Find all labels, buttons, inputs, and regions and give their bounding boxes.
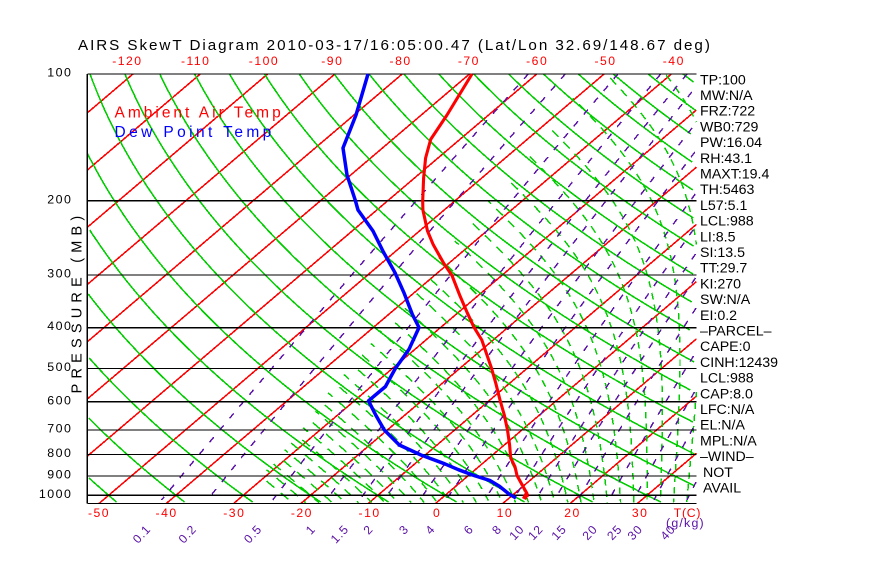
svg-text:10: 10 — [497, 506, 514, 520]
svg-text:RH:43.1: RH:43.1 — [700, 151, 752, 167]
svg-text:-20: -20 — [291, 506, 313, 520]
svg-text:MAXT:19.4: MAXT:19.4 — [700, 167, 770, 183]
svg-text:PW:16.04: PW:16.04 — [700, 135, 762, 151]
svg-text:1000: 1000 — [39, 487, 73, 501]
svg-text:-50: -50 — [594, 54, 616, 68]
svg-text:30: 30 — [632, 506, 649, 520]
svg-text:-40: -40 — [663, 54, 685, 68]
svg-text:SW:N/A: SW:N/A — [700, 292, 751, 308]
svg-text:EI:0.2: EI:0.2 — [700, 308, 737, 324]
svg-text:L57:5.1: L57:5.1 — [700, 198, 747, 214]
svg-text:Dew Point Temp: Dew Point Temp — [115, 124, 275, 141]
svg-text:-80: -80 — [390, 54, 412, 68]
svg-text:-40: -40 — [156, 506, 178, 520]
svg-text:600: 600 — [47, 393, 72, 407]
svg-text:AVAIL: AVAIL — [703, 481, 741, 497]
svg-text:0: 0 — [433, 506, 441, 520]
svg-text:T(C): T(C) — [674, 506, 702, 520]
svg-text:PRESSURE (MB): PRESSURE (MB) — [70, 211, 86, 394]
svg-text:MW:N/A: MW:N/A — [700, 88, 753, 104]
svg-text:400: 400 — [47, 319, 72, 333]
svg-text:-110: -110 — [181, 54, 211, 68]
svg-text:Ambient Air Temp: Ambient Air Temp — [115, 105, 284, 122]
svg-text:WB0:729: WB0:729 — [700, 119, 758, 135]
svg-text:800: 800 — [47, 446, 72, 460]
svg-text:-30: -30 — [223, 506, 245, 520]
svg-text:900: 900 — [47, 468, 72, 482]
svg-text:CAP:8.0: CAP:8.0 — [700, 386, 753, 402]
svg-text:700: 700 — [47, 422, 72, 436]
svg-text:(g/kg): (g/kg) — [666, 516, 705, 530]
svg-text:-70: -70 — [458, 54, 480, 68]
svg-text:EL:N/A: EL:N/A — [700, 418, 745, 434]
svg-text:LI:8.5: LI:8.5 — [700, 229, 736, 245]
svg-text:20: 20 — [564, 506, 581, 520]
svg-text:FRZ:722: FRZ:722 — [700, 104, 755, 120]
svg-text:300: 300 — [47, 267, 72, 281]
svg-text:NOT: NOT — [703, 465, 733, 481]
svg-text:–PARCEL–: –PARCEL– — [700, 324, 772, 340]
svg-text:100: 100 — [47, 66, 72, 80]
svg-text:AIRS SkewT Diagram 2010-03-17/: AIRS SkewT Diagram 2010-03-17/16:05:00.4… — [78, 37, 712, 54]
svg-text:TT:29.7: TT:29.7 — [700, 261, 747, 277]
svg-text:-60: -60 — [526, 54, 548, 68]
svg-text:TH:5463: TH:5463 — [700, 182, 755, 198]
svg-text:-50: -50 — [88, 506, 110, 520]
svg-text:LFC:N/A: LFC:N/A — [700, 402, 755, 418]
svg-text:LCL:988: LCL:988 — [700, 371, 754, 387]
svg-text:-90: -90 — [321, 54, 343, 68]
svg-text:-120: -120 — [112, 54, 142, 68]
svg-text:KI:270: KI:270 — [700, 276, 741, 292]
svg-text:LCL:988: LCL:988 — [700, 214, 754, 230]
svg-text:-10: -10 — [359, 506, 381, 520]
svg-text:200: 200 — [47, 192, 72, 206]
svg-text:500: 500 — [47, 360, 72, 374]
svg-text:TP:100: TP:100 — [700, 72, 746, 88]
svg-text:SI:13.5: SI:13.5 — [700, 245, 745, 261]
svg-text:CINH:12439: CINH:12439 — [700, 355, 778, 371]
svg-text:MPL:N/A: MPL:N/A — [700, 433, 757, 449]
svg-text:-100: -100 — [249, 54, 279, 68]
svg-text:–WIND–: –WIND– — [700, 449, 754, 465]
svg-text:CAPE:0: CAPE:0 — [700, 339, 751, 355]
